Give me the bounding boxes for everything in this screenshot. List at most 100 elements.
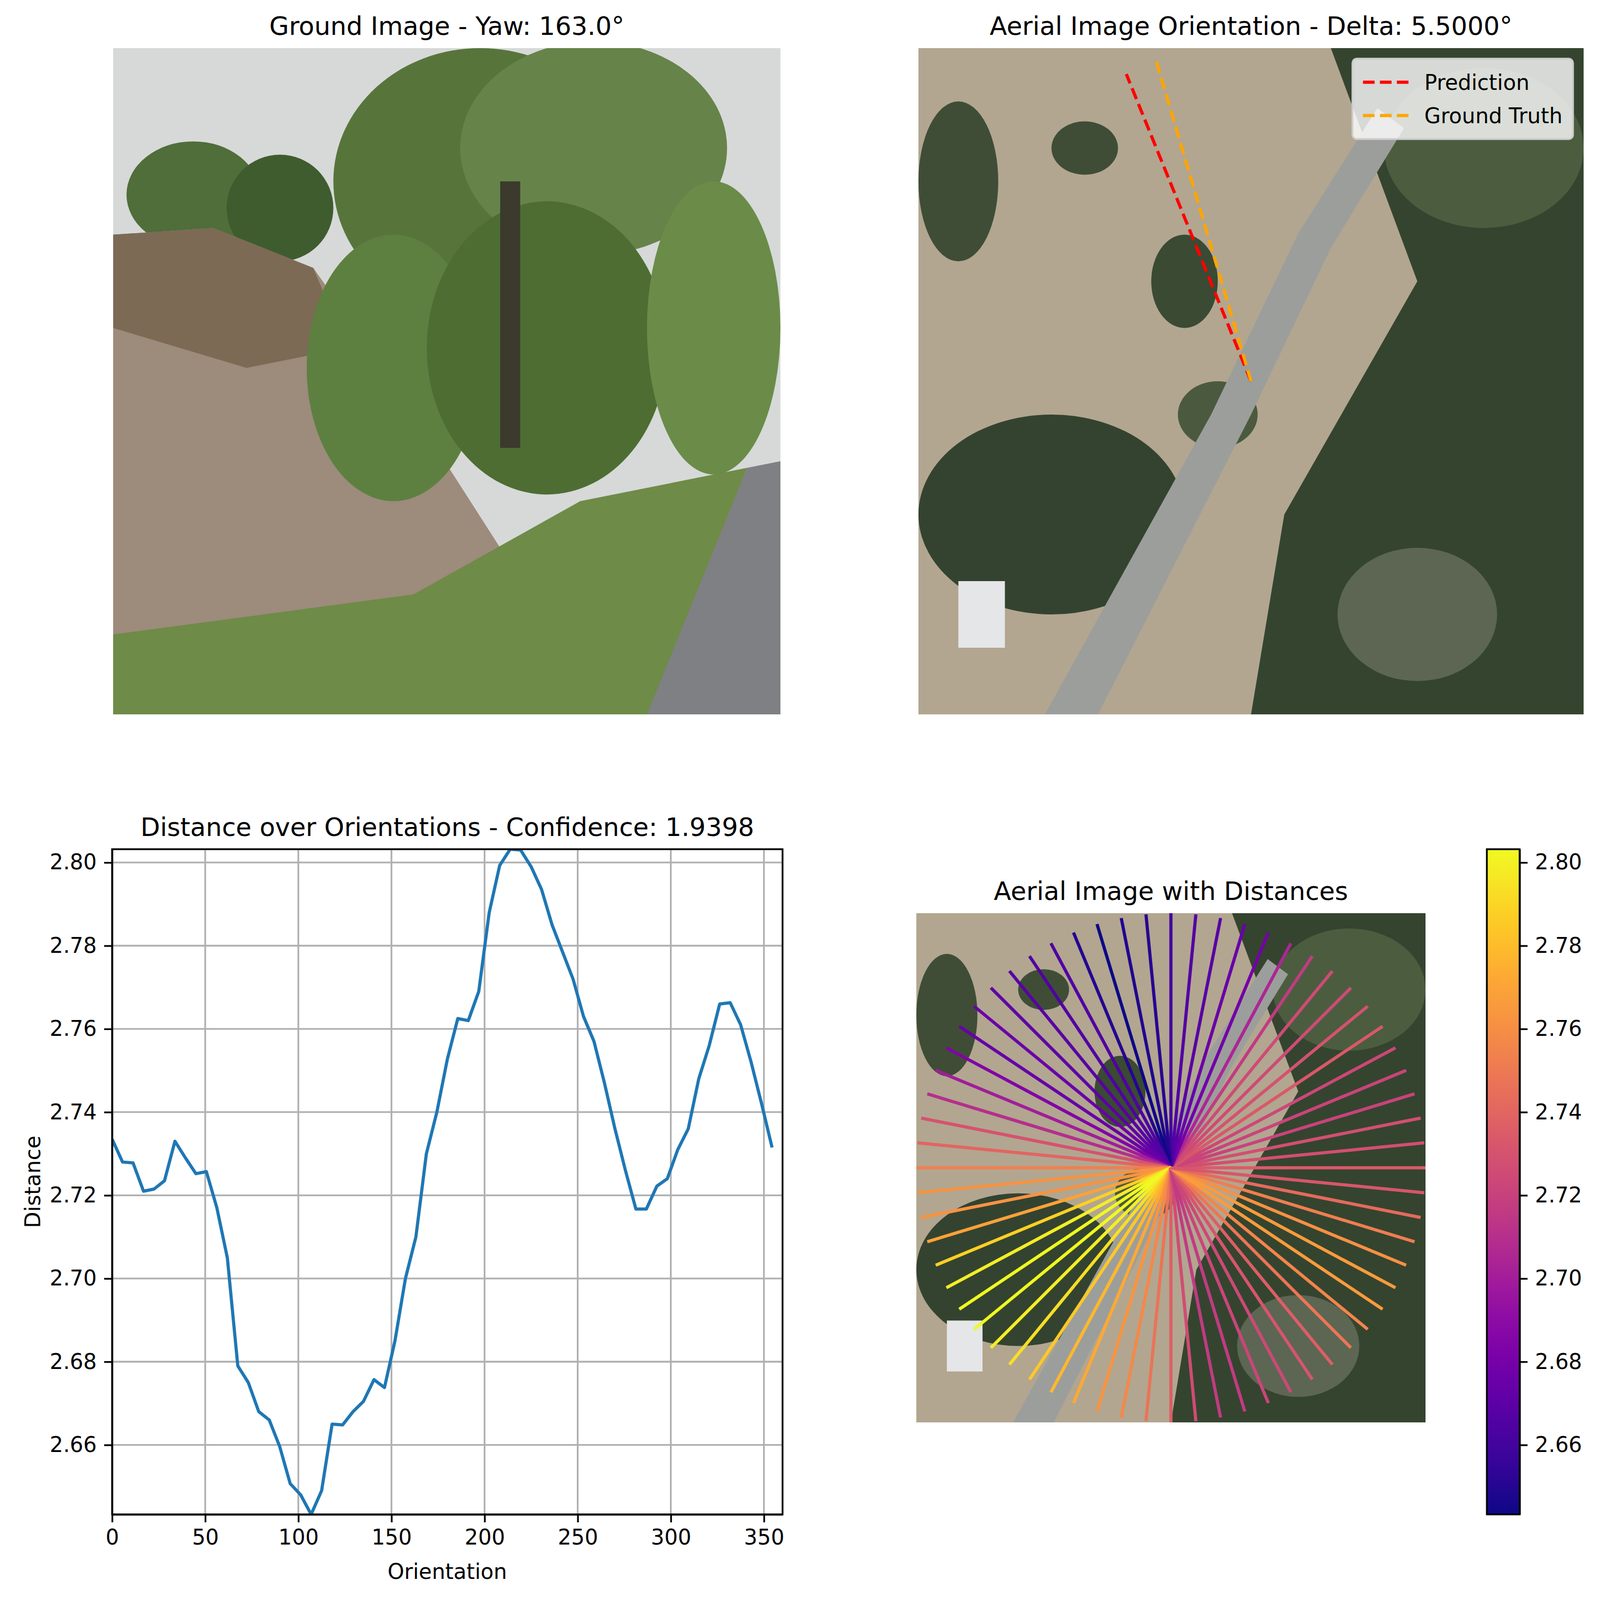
colorbar-axis-tick-label: 2.68: [1534, 1349, 1583, 1374]
y-axis-tick: 2.72: [49, 1182, 113, 1208]
distance-ray: [917, 1142, 1171, 1168]
y-axis-tick-label: 2.74: [49, 1099, 97, 1125]
distance-ray: [1171, 1168, 1368, 1330]
distance-ray: [935, 1070, 1172, 1168]
aerial-roof: [958, 581, 1005, 648]
distance-ray: [1121, 1168, 1172, 1418]
x-axis-title: Orientation: [387, 1559, 508, 1584]
colorbar-axis-tick-mark: [1519, 1028, 1528, 1031]
colorbar-axis-tick-label: 2.80: [1534, 849, 1583, 875]
ground-trunk: [500, 181, 521, 448]
y-axis-tick: 2.74: [49, 1099, 113, 1125]
aerial-ground: [916, 913, 1426, 1423]
aerial-vegetation: [1151, 234, 1218, 328]
colorbar-axis-tick-label: 2.74: [1534, 1099, 1583, 1125]
ground-bush: [647, 181, 781, 475]
y-axis-tick-label: 2.76: [49, 1016, 97, 1041]
distance-ray: [1171, 932, 1269, 1169]
x-grid-line: [576, 849, 579, 1515]
y-axis-tick-mark: [104, 1361, 113, 1363]
x-grid-line: [762, 849, 765, 1515]
colorbar: [1486, 849, 1520, 1515]
figure: Ground Image - Yaw: 163.0°PredictionGrou…: [0, 0, 1600, 1599]
x-grid-line: [390, 849, 393, 1515]
x-axis: 0 50 100 150 200 250 300 350: [105, 1514, 785, 1550]
plot-background: [112, 849, 783, 1515]
distance-ray: [1171, 1168, 1407, 1266]
plot-area: [1126, 61, 1252, 382]
y-axis-tick-mark: [104, 1028, 113, 1031]
y-grid-line: [112, 1277, 783, 1280]
chart-title: Distance over Orientations - Confidence:…: [140, 812, 755, 842]
distance-ray: [959, 1168, 1171, 1310]
aerial-vegetation: [1237, 1294, 1360, 1397]
colorbar-axis-tick-mark: [1519, 944, 1528, 947]
distance-ray: [973, 1006, 1171, 1168]
x-axis-tick: 50: [191, 1514, 219, 1550]
plot-frame: [112, 849, 783, 1515]
x-axis-tick-label: 0: [105, 1524, 119, 1550]
colorbar-axis-tick-mark: [1519, 1444, 1528, 1446]
distance-ray: [1171, 1168, 1421, 1218]
x-axis-tick-mark: [390, 1514, 393, 1523]
legend-label: Prediction: [1424, 70, 1530, 95]
y-axis-tick-label: 2.72: [49, 1182, 97, 1208]
y-grid-line: [112, 1111, 783, 1114]
x-axis-tick: 350: [743, 1514, 785, 1550]
x-axis-tick: 0: [105, 1514, 119, 1550]
x-axis-tick: 150: [371, 1514, 412, 1550]
x-axis-tick: 250: [557, 1514, 599, 1550]
plot-area: [916, 913, 1426, 1423]
colorbar-axis-tick-label: 2.66: [1534, 1432, 1583, 1457]
colorbar-axis-tick-mark: [1519, 1361, 1528, 1363]
x-axis-tick: 100: [278, 1514, 319, 1550]
colorbar-axis-tick-label: 2.76: [1534, 1016, 1583, 1041]
colorbar-axis: 2.66 2.68 2.70 2.72 2.74 2.76 2.78 2.80: [1519, 849, 1583, 1515]
aerial-image: [918, 48, 1584, 715]
distance-ray: [1169, 913, 1173, 1169]
chart-title: Aerial Image Orientation - Delta: 5.5000…: [989, 11, 1513, 41]
distance-ray: [921, 1118, 1171, 1169]
y-axis: 2.662.682.702.722.742.762.782.80: [49, 849, 113, 1515]
x-axis-tick-mark: [297, 1514, 300, 1523]
colorbar-axis-tick: 2.80: [1519, 849, 1583, 875]
x-grid-line: [204, 849, 206, 1515]
y-axis-tick-mark: [104, 1194, 113, 1197]
colorbar-axis-tick: 2.70: [1519, 1265, 1583, 1291]
distance-ray: [1171, 1026, 1383, 1169]
x-axis-tick-label: 150: [371, 1524, 412, 1550]
distance-ray: [1073, 1168, 1171, 1404]
x-axis-tick: 200: [464, 1514, 505, 1550]
aerial-forest: [1171, 913, 1427, 1423]
grid: [112, 849, 783, 1515]
y-grid-line: [112, 1027, 783, 1030]
distance-ray: [1171, 1168, 1425, 1193]
colorbar-axis-tick: 2.78: [1519, 933, 1583, 958]
distance-ray: [1009, 1168, 1171, 1365]
x-grid-line: [669, 849, 672, 1515]
ground-bush: [426, 201, 667, 495]
legend-swatch: [1363, 114, 1411, 118]
x-axis-tick-label: 200: [464, 1524, 505, 1550]
y-axis-tick: 2.70: [49, 1265, 113, 1291]
aerial-vegetation: [918, 101, 999, 262]
colorbar-axis-tick-mark: [1519, 861, 1528, 864]
y-axis-title: Distance: [20, 1135, 45, 1229]
aerial-road: [1044, 107, 1404, 715]
colorbar-axis-tick: 2.68: [1519, 1349, 1583, 1374]
distance-ray: [1171, 1168, 1313, 1380]
distance-ray: [1171, 1168, 1333, 1365]
distance-ray: [1029, 955, 1172, 1168]
distance-ray: [1145, 1168, 1171, 1422]
distance-ray: [1171, 914, 1197, 1168]
distance-ray: [1171, 917, 1221, 1168]
y-grid-line: [112, 944, 783, 947]
x-axis-tick-mark: [111, 1514, 114, 1523]
x-axis-tick-label: 250: [557, 1524, 599, 1550]
x-axis-tick: 300: [650, 1514, 692, 1550]
colorbar-axis-tick-mark: [1519, 1194, 1528, 1197]
y-axis-tick-mark: [104, 861, 113, 864]
distance-ray: [1169, 1168, 1173, 1423]
colorbar-axis-tick: 2.72: [1519, 1182, 1583, 1208]
x-axis-tick-mark: [670, 1514, 673, 1523]
